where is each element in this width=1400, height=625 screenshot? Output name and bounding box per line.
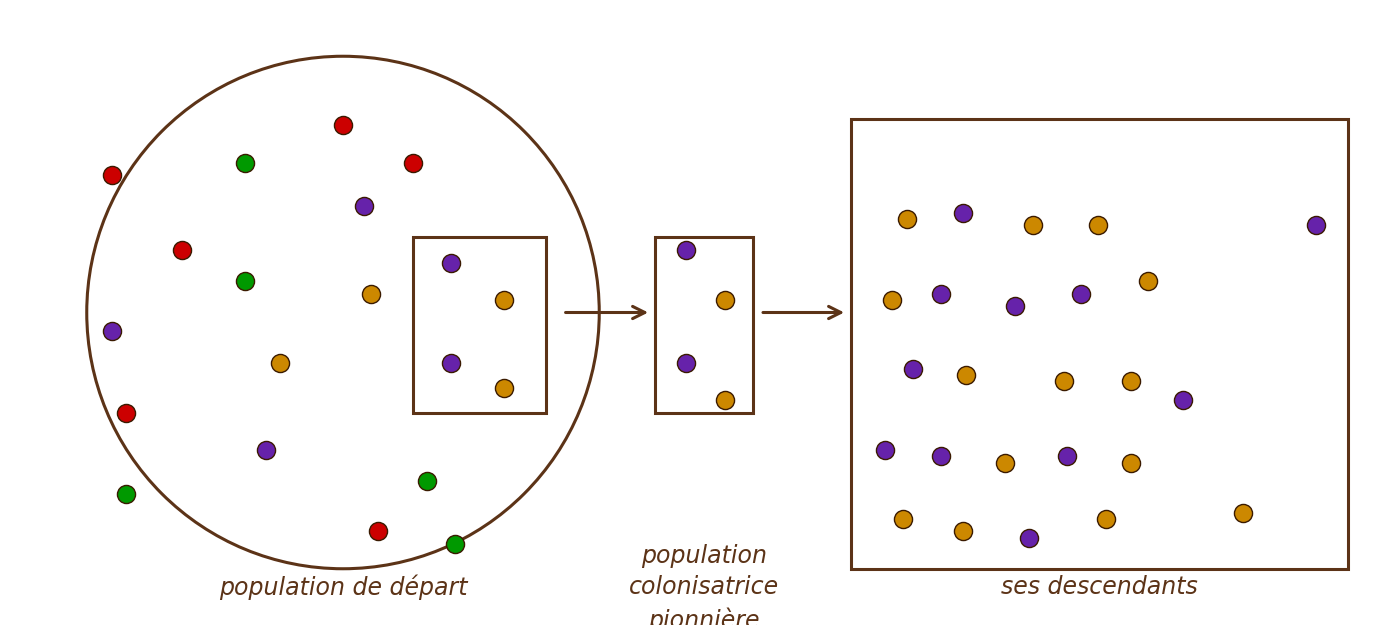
Bar xyxy=(851,119,1348,569)
Point xyxy=(101,326,123,336)
Point xyxy=(1022,220,1044,230)
Point xyxy=(1053,376,1075,386)
Point xyxy=(881,295,903,305)
Text: ses descendants: ses descendants xyxy=(1001,575,1197,599)
Point xyxy=(874,445,896,455)
Point xyxy=(902,364,924,374)
Point xyxy=(115,408,137,418)
Point xyxy=(930,451,952,461)
Point xyxy=(1137,276,1159,286)
Text: population
colonisatrice
pionnière: population colonisatrice pionnière xyxy=(629,544,780,625)
Point xyxy=(714,395,736,405)
Point xyxy=(1305,220,1327,230)
Text: population de départ: population de départ xyxy=(218,575,468,601)
Bar xyxy=(655,238,753,412)
Point xyxy=(896,214,918,224)
Point xyxy=(234,276,256,286)
Point xyxy=(493,295,515,305)
Point xyxy=(234,158,256,168)
Point xyxy=(1018,532,1040,542)
Point xyxy=(675,245,697,255)
Point xyxy=(930,289,952,299)
Point xyxy=(1120,376,1142,386)
Point xyxy=(493,382,515,392)
Point xyxy=(255,445,277,455)
Point xyxy=(1120,458,1142,468)
Point xyxy=(892,514,914,524)
Point xyxy=(416,476,438,486)
Point xyxy=(1070,289,1092,299)
Point xyxy=(171,245,193,255)
Point xyxy=(1056,451,1078,461)
Point xyxy=(1004,301,1026,311)
Point xyxy=(332,120,354,130)
Point xyxy=(1086,220,1109,230)
Point xyxy=(955,370,977,380)
Point xyxy=(1232,508,1254,518)
Point xyxy=(360,289,382,299)
Point xyxy=(444,539,466,549)
Bar xyxy=(413,238,546,412)
Point xyxy=(101,170,123,180)
Point xyxy=(952,526,974,536)
Point xyxy=(269,357,291,367)
Point xyxy=(1095,514,1117,524)
Point xyxy=(1172,395,1194,405)
Point xyxy=(714,295,736,305)
Point xyxy=(994,458,1016,468)
Point xyxy=(367,526,389,536)
Point xyxy=(440,258,462,268)
Point xyxy=(402,158,424,168)
Point xyxy=(440,357,462,367)
Point xyxy=(115,489,137,499)
Point xyxy=(675,357,697,367)
Point xyxy=(353,201,375,211)
Point xyxy=(952,208,974,217)
